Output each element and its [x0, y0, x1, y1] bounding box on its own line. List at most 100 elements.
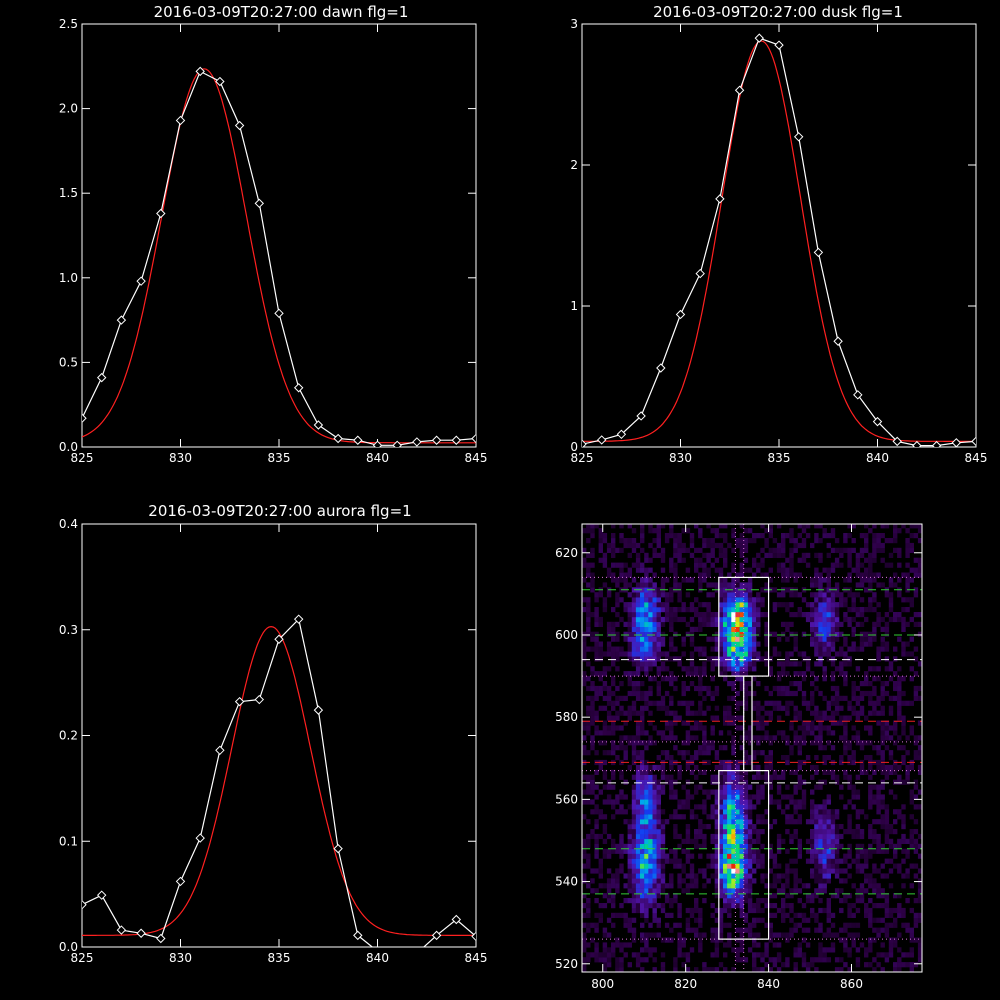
- heatmap-cell: [747, 814, 753, 820]
- heatmap-cell: [747, 602, 753, 608]
- heatmap-cell: [727, 853, 732, 859]
- heatmap-cell: [830, 922, 836, 928]
- heatmap-cell: [640, 710, 645, 716]
- heatmap-cell: [652, 829, 657, 835]
- heatmap-cell: [789, 552, 794, 558]
- heatmap-cell: [656, 833, 661, 840]
- heatmap-cell: [743, 893, 749, 899]
- heatmap-cell: [660, 524, 666, 529]
- heatmap-cell: [652, 907, 657, 914]
- heatmap-cell: [756, 769, 761, 775]
- heatmap-cell: [640, 592, 645, 598]
- heatmap-cell: [723, 779, 728, 785]
- heatmap-cell: [843, 947, 848, 953]
- heatmap-cell: [723, 607, 728, 613]
- heatmap-cell: [772, 893, 778, 899]
- heatmap-cell: [747, 740, 753, 746]
- heatmap-cell: [727, 814, 732, 820]
- heatmap-cell: [764, 769, 769, 775]
- heatmap-cell: [843, 695, 848, 701]
- heatmap-cell: [897, 903, 902, 909]
- heatmap-cell: [843, 577, 848, 583]
- heatmap-cell: [880, 779, 885, 785]
- heatmap-cell: [859, 562, 865, 568]
- heatmap-cell: [586, 710, 591, 716]
- heatmap-cell: [652, 932, 657, 938]
- heatmap-cell: [859, 764, 865, 771]
- heatmap-cell: [727, 873, 732, 879]
- heatmap-cell: [909, 730, 914, 736]
- heatmap-cell: [909, 932, 914, 938]
- heatmap-cell: [652, 572, 657, 578]
- heatmap-cell: [917, 957, 922, 963]
- heatmap-cell: [789, 819, 794, 825]
- heatmap-cell: [640, 888, 645, 894]
- heatmap-cell: [594, 794, 599, 800]
- heatmap-cell: [648, 922, 653, 928]
- heatmap-cell: [718, 666, 724, 672]
- heatmap-cell: [594, 646, 599, 652]
- heatmap-cell: [681, 700, 686, 706]
- heatmap-cell: [648, 888, 653, 894]
- heatmap-cell: [602, 814, 608, 820]
- heatmap-cell: [781, 621, 786, 627]
- heatmap-cell: [880, 903, 885, 909]
- heatmap-cell: [648, 656, 653, 662]
- heatmap-cell: [814, 927, 819, 933]
- heatmap-cell: [631, 893, 637, 899]
- heatmap-cell: [917, 612, 922, 618]
- heatmap-cell: [714, 809, 720, 815]
- heatmap-cell: [880, 735, 885, 741]
- heatmap-cell: [851, 883, 856, 889]
- heatmap-cell: [793, 641, 798, 647]
- heatmap-cell: [723, 804, 728, 810]
- heatmap-cell: [810, 592, 815, 598]
- heatmap-cell: [652, 843, 657, 849]
- heatmap-cell: [631, 562, 637, 568]
- heatmap-cell: [694, 833, 699, 840]
- heatmap-cell: [652, 641, 657, 647]
- heatmap-cell: [702, 838, 707, 844]
- heatmap-cell: [909, 843, 914, 849]
- spectrum-y-tick-label: 540: [555, 875, 578, 889]
- heatmap-cell: [909, 725, 914, 731]
- heatmap-cell: [714, 917, 720, 923]
- heatmap-cell: [760, 587, 765, 593]
- heatmap-cell: [776, 676, 782, 682]
- heatmap-cell: [656, 814, 661, 820]
- heatmap-cell: [602, 962, 608, 968]
- heatmap-cell: [818, 804, 823, 810]
- heatmap-cell: [785, 602, 790, 608]
- heatmap-cell: [718, 917, 724, 923]
- heatmap-cell: [739, 843, 744, 849]
- heatmap-cell: [723, 547, 728, 553]
- heatmap-cell: [747, 784, 753, 790]
- heatmap-cell: [640, 912, 645, 918]
- heatmap-cell: [710, 838, 715, 844]
- heatmap-cell: [859, 552, 865, 558]
- heatmap-cell: [897, 676, 902, 682]
- heatmap-cell: [706, 636, 711, 642]
- heatmap-cell: [847, 907, 852, 914]
- heatmap-cell: [901, 690, 906, 697]
- heatmap-cell: [611, 740, 616, 746]
- heatmap-cell: [615, 710, 620, 716]
- heatmap-cell: [864, 962, 869, 968]
- heatmap-cell: [627, 567, 632, 573]
- heatmap-cell: [843, 725, 848, 731]
- heatmap-cell: [627, 863, 632, 869]
- heatmap-cell: [772, 883, 778, 889]
- heatmap-cell: [669, 858, 674, 864]
- heatmap-cell: [897, 774, 902, 780]
- heatmap-cell: [640, 848, 645, 854]
- heatmap-cell: [702, 804, 707, 810]
- heatmap-cell: [644, 848, 649, 854]
- dawn-plot: 2016-03-09T20:27:00 dawn flg=1 825 830 835…: [59, 3, 488, 465]
- heatmap-cell: [834, 829, 840, 835]
- heatmap-cell: [810, 774, 815, 780]
- heatmap-cell: [644, 745, 649, 751]
- heatmap-cell: [776, 873, 782, 879]
- heatmap-cell: [698, 547, 703, 553]
- heatmap-cell: [785, 957, 790, 963]
- heatmap-cell: [768, 666, 773, 672]
